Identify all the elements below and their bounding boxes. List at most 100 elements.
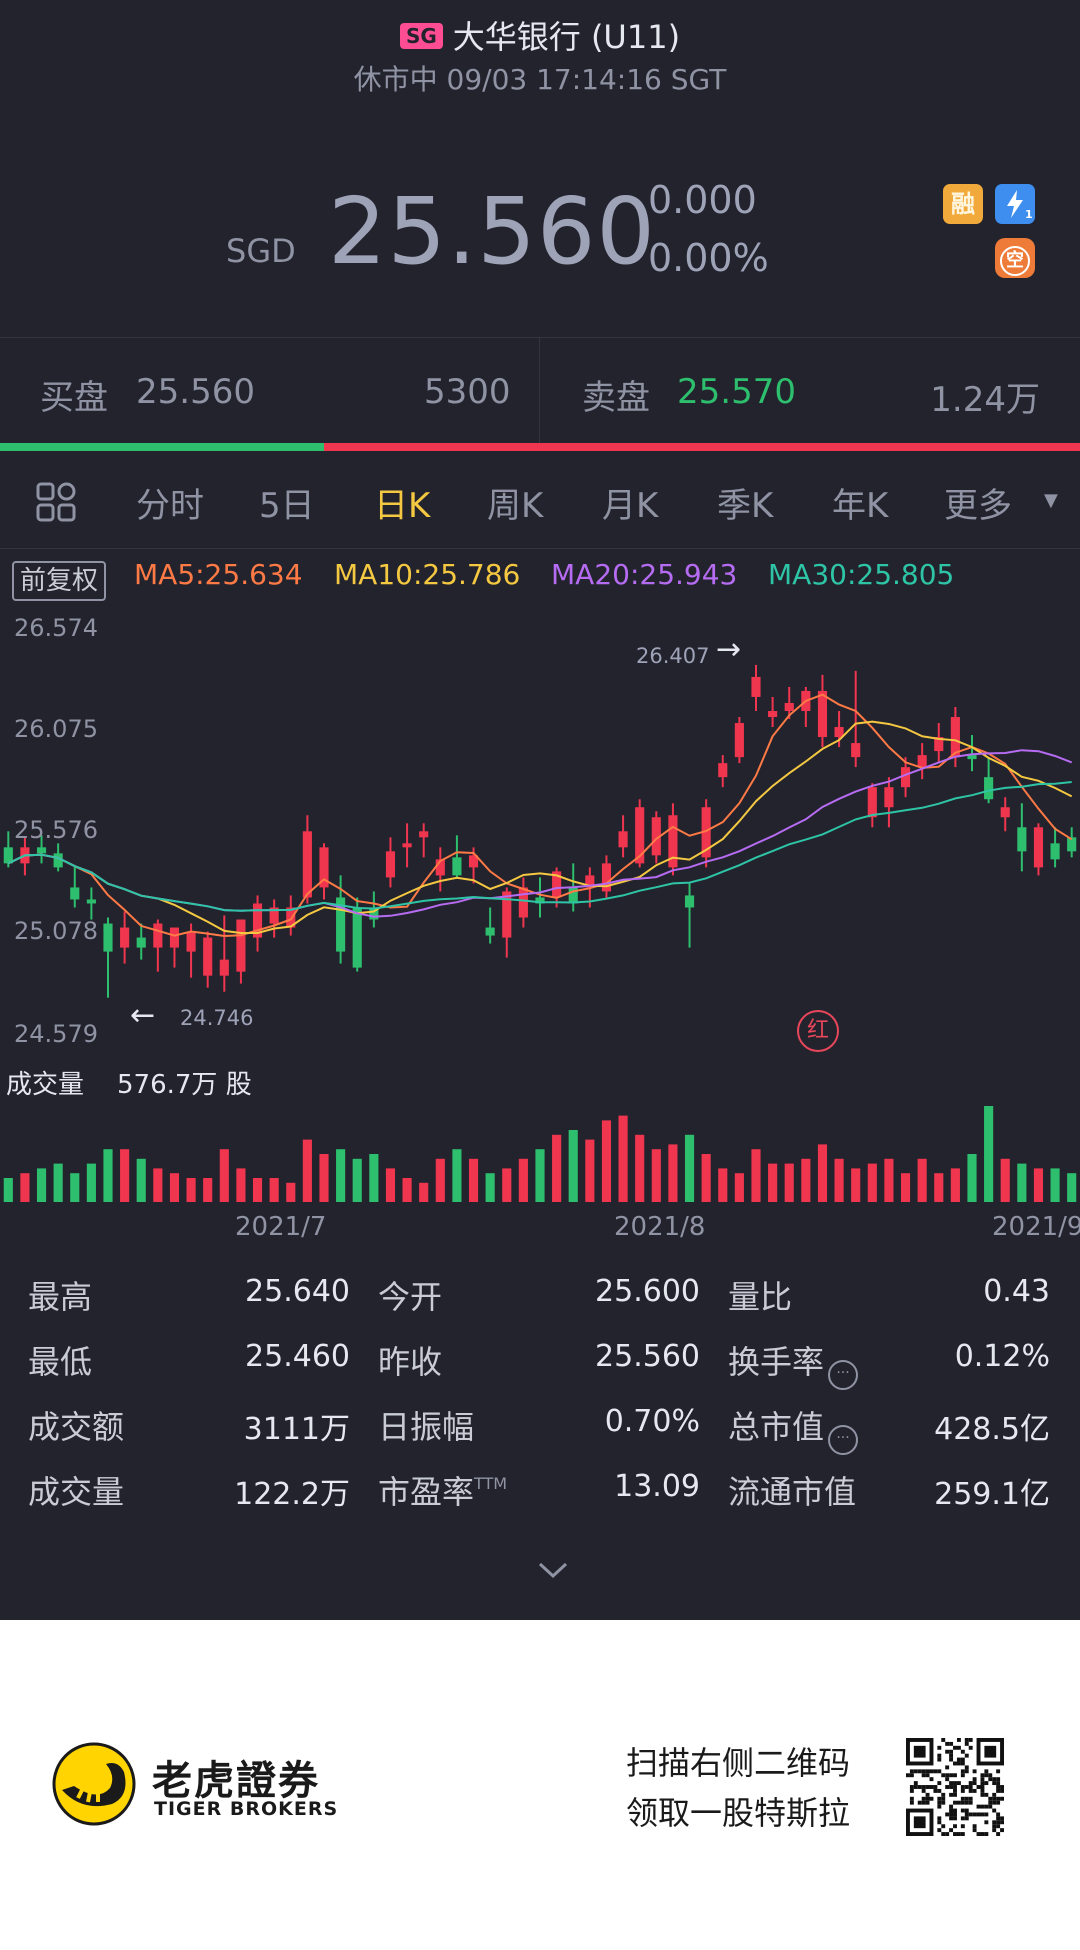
volume-bar [867,1163,877,1202]
chevron-down-icon[interactable] [536,1558,570,1582]
candle[interactable] [435,847,445,892]
candle[interactable] [203,931,213,988]
volume-bar [502,1168,512,1202]
candle[interactable] [269,899,279,938]
candle[interactable] [1000,797,1010,832]
caret-down-icon[interactable]: ▼ [1044,490,1058,511]
bid-label: 买盘 [40,378,108,418]
candle[interactable] [884,777,894,828]
promo-line-1: 扫描右侧二维码 [626,1744,851,1782]
candle[interactable] [734,717,744,764]
info-icon[interactable]: ··· [828,1425,859,1455]
tab-quarterly-k[interactable]: 季K [717,486,774,526]
candle-body [236,919,246,972]
candle[interactable] [120,911,130,964]
candle[interactable] [701,799,711,868]
candle[interactable] [1017,803,1027,872]
red-marker-icon[interactable]: 红 [797,1010,839,1052]
candle[interactable] [867,783,877,828]
candle[interactable] [219,915,229,992]
candle[interactable] [36,835,47,864]
candle[interactable] [302,815,312,904]
candle[interactable] [668,803,678,876]
candle[interactable] [136,923,146,960]
stat-label-text: 流通市值 [728,1473,857,1511]
candle[interactable] [103,917,113,998]
candle[interactable] [684,883,695,948]
volume-bar [900,1173,911,1202]
stat-value: 25.460 [245,1339,350,1374]
tab-5day[interactable]: 5日 [259,486,315,526]
candle[interactable] [751,664,761,711]
candle[interactable] [286,895,296,936]
candle[interactable] [1050,827,1060,868]
y-tick-label: 25.576 [14,816,98,844]
tab-monthly-k[interactable]: 月K [602,486,659,526]
candle[interactable] [784,686,794,720]
candle[interactable] [1067,827,1077,858]
candle[interactable] [319,843,329,900]
candle[interactable] [768,696,778,728]
candle-body [518,887,528,918]
candle[interactable] [86,887,96,920]
bid-price: 25.560 [136,372,255,412]
candle-body [219,959,229,976]
volume-bar [984,1106,994,1202]
candle[interactable] [984,757,994,804]
tab-daily-k[interactable]: 日K [374,486,431,526]
volume-bar [585,1139,595,1202]
candlestick-chart[interactable] [0,620,1080,1040]
candle[interactable] [402,823,412,868]
margin-badge-icon[interactable]: 融 [943,184,983,224]
tab-weekly-k[interactable]: 周K [487,486,544,526]
candle[interactable] [153,919,163,972]
candle[interactable] [801,686,811,728]
candle[interactable] [352,897,362,972]
tab-more[interactable]: 更多 [944,486,1012,526]
stat-value: 0.12% [954,1339,1050,1374]
adjust-mode-button[interactable]: 前复权 [12,561,107,601]
candle[interactable] [169,927,180,968]
candle[interactable] [618,815,628,858]
market-status: 休市中 09/03 17:14:16 SGT [353,63,727,96]
candle[interactable] [3,831,13,868]
candle[interactable] [851,670,861,768]
quote-panel [0,0,1080,1620]
candle[interactable] [485,907,495,944]
candle[interactable] [452,835,462,878]
candle[interactable] [718,755,728,788]
candle[interactable] [186,923,196,978]
candle-body [86,899,96,904]
candle[interactable] [651,811,661,864]
candle[interactable] [601,855,612,900]
candle[interactable] [900,757,911,798]
candle[interactable] [934,723,944,764]
qr-code[interactable] [906,1738,1004,1836]
candle[interactable] [236,919,246,984]
candle[interactable] [917,743,927,780]
brand-name-cn: 老虎證券 [152,1758,320,1804]
price-change: 0.000 [648,178,757,222]
candle[interactable] [1033,823,1044,876]
tab-intraday[interactable]: 分时 [136,486,204,526]
volume-bar [269,1178,279,1202]
price-change-percent: 0.00% [648,236,769,280]
candle-body [153,923,163,948]
candle[interactable] [502,887,512,958]
candle[interactable] [252,895,263,952]
short-sell-badge-icon[interactable]: 空 [995,238,1035,278]
candle[interactable] [70,867,80,908]
candle[interactable] [518,877,528,928]
candle[interactable] [535,877,545,918]
flash-trade-icon[interactable]: 1 [995,184,1035,224]
volume-bar [635,1134,645,1202]
candle[interactable] [385,837,396,888]
grid-menu-icon[interactable] [36,482,76,522]
stat-value: 122.2万 [234,1477,350,1512]
volume-bar [552,1134,562,1202]
candle[interactable] [967,735,977,772]
candle[interactable] [419,823,429,858]
tab-yearly-k[interactable]: 年K [832,486,889,526]
candle[interactable] [817,674,828,748]
info-icon[interactable]: ··· [828,1360,859,1390]
